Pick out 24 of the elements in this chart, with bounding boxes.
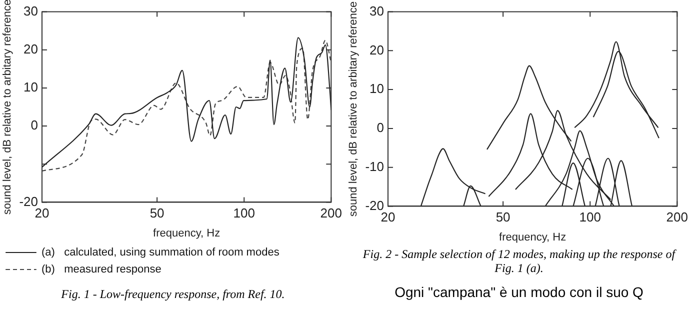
y-tick-label: 0 [376,120,384,136]
y-tick-label: 30 [24,3,38,18]
x-tick-label: 200 [666,210,688,225]
legend-label: (a) calculated, using summation of room modes [42,246,280,259]
x-tick-label: 50 [150,206,164,221]
y-axis-title: sound level, dB relative to arbitary reference [348,1,360,217]
legend-label: (b) measured response [42,264,162,276]
x-axis-title: frequency, Hz [153,227,220,240]
x-tick-label: 100 [579,210,601,225]
y-axis-title: sound level, dB relative to arbitary reference [2,0,14,215]
y-tick-label: 10 [24,80,38,95]
caption: Fig. 1 - Low-frequency response, from Ref. 10. [60,287,286,301]
y-tick-label: 10 [370,81,384,96]
x-tick-label: 100 [233,206,255,221]
y-tick-label: 0 [30,118,38,133]
x-tick-label: 50 [496,210,510,225]
text: Ogni "campana" è un modo con il suo Q [394,284,644,300]
caption: Fig. 2 - Sample selection of 12 modes, making up the response of Fig. 1 (a). [362,247,678,275]
y-tick-label: 30 [370,3,384,18]
x-tick-label: 200 [320,206,342,221]
y-tick-label: 20 [24,41,38,56]
y-tick-label: 20 [370,42,384,58]
x-axis-title: frequency, Hz [499,231,566,244]
y-tick-label: -10 [365,158,384,174]
